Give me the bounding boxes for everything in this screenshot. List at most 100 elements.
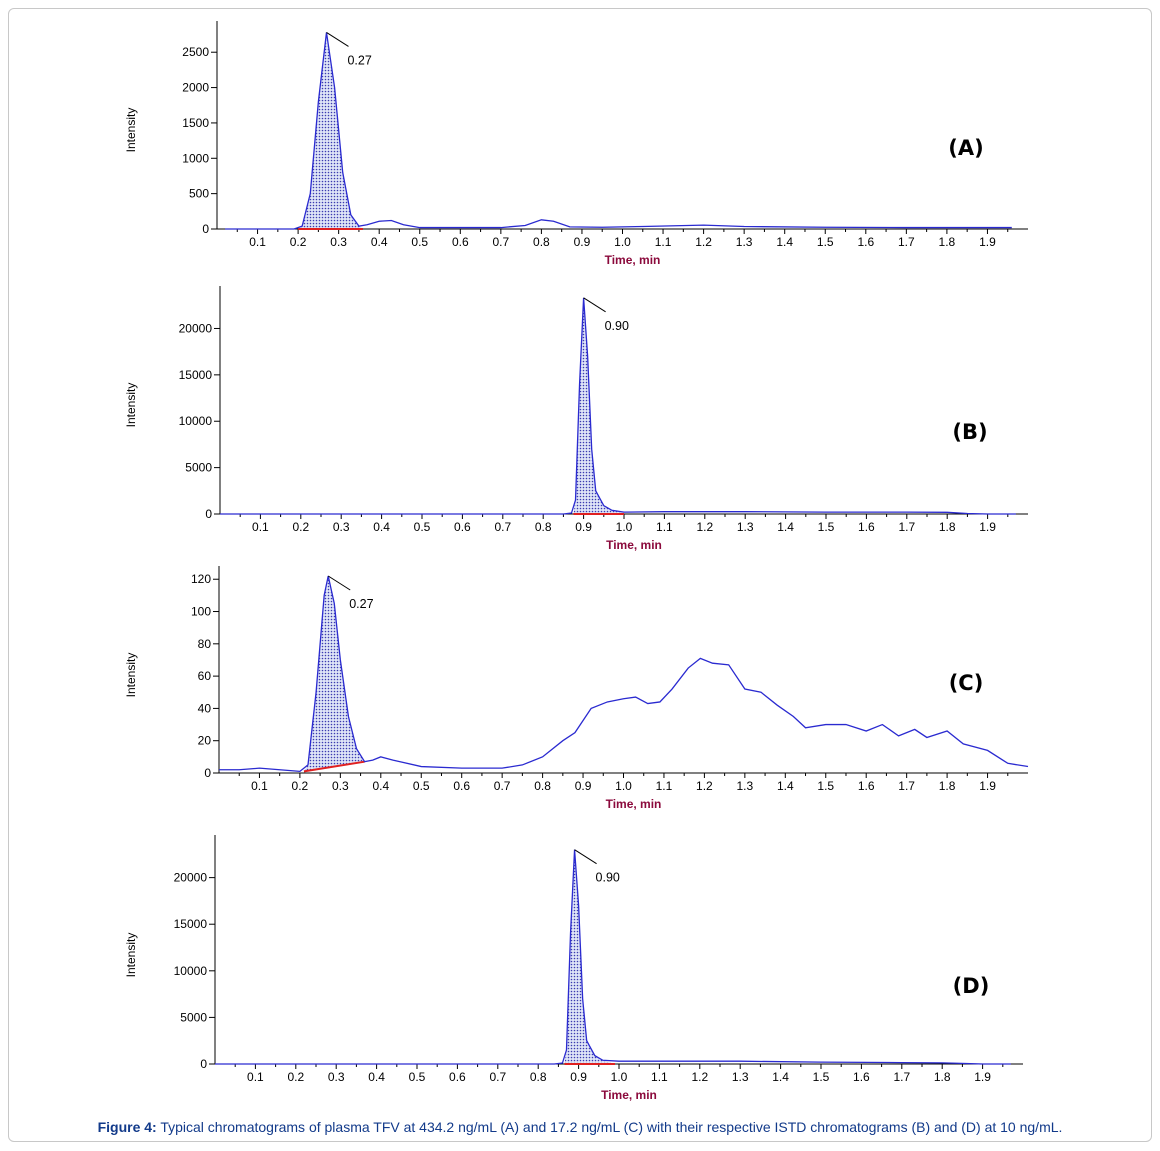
x-tick-label: 1.1	[651, 1070, 668, 1084]
x-tick-label: 1.2	[696, 520, 713, 534]
y-tick-label: 5000	[180, 1010, 207, 1024]
x-tick-label: 0.7	[493, 235, 510, 249]
y-tick-label: 60	[198, 669, 212, 683]
x-tick-label: 0.3	[330, 235, 347, 249]
x-tick-label: 1.0	[614, 235, 631, 249]
x-axis-label: Time, min	[606, 797, 662, 811]
x-tick-label: 1.9	[974, 1070, 991, 1084]
x-tick-label: 0.8	[534, 779, 551, 793]
y-tick-label: 100	[191, 605, 211, 619]
peak-label-leader	[327, 575, 351, 591]
y-tick-label: 0	[200, 1057, 207, 1071]
y-axis-label: Intensity	[124, 383, 138, 428]
y-tick-label: 40	[198, 701, 212, 715]
x-tick-label: 0.9	[574, 235, 591, 249]
panel-label: (A)	[948, 136, 983, 160]
x-tick-label: 1.2	[696, 779, 713, 793]
y-tick-label: 1500	[182, 116, 209, 130]
x-tick-label: 1.3	[737, 520, 754, 534]
x-tick-label: 0.9	[570, 1070, 587, 1084]
y-tick-label: 20000	[179, 321, 213, 335]
y-tick-label: 2500	[182, 45, 209, 59]
x-tick-label: 0.7	[494, 779, 511, 793]
x-tick-label: 0.6	[449, 1070, 466, 1084]
x-tick-label: 1.0	[611, 1070, 628, 1084]
y-tick-label: 20000	[174, 871, 208, 885]
integration-baseline	[303, 760, 365, 773]
x-tick-label: 1.7	[898, 235, 915, 249]
y-tick-label: 0	[202, 222, 209, 236]
figure-caption: Figure 4: Typical chromatograms of plasm…	[0, 1119, 1160, 1135]
x-tick-label: 1.3	[732, 1070, 749, 1084]
y-tick-label: 20	[198, 734, 212, 748]
y-tick-label: 15000	[179, 368, 213, 382]
x-tick-label: 0.5	[413, 779, 430, 793]
x-tick-label: 1.3	[737, 779, 754, 793]
x-tick-label: 0.4	[368, 1070, 385, 1084]
x-axis-label: Time, min	[601, 1088, 657, 1102]
peak-area	[573, 297, 624, 514]
peak-label: 0.27	[349, 597, 373, 611]
x-tick-label: 1.6	[858, 520, 875, 534]
x-tick-label: 1.2	[691, 1070, 708, 1084]
x-tick-label: 0.1	[249, 235, 266, 249]
x-tick-label: 0.3	[333, 520, 350, 534]
x-tick-label: 0.3	[328, 1070, 345, 1084]
x-tick-label: 1.9	[979, 520, 996, 534]
y-tick-label: 500	[189, 187, 209, 201]
y-axis-label: Intensity	[124, 933, 138, 978]
x-tick-label: 0.5	[411, 235, 428, 249]
peak-label: 0.27	[347, 53, 371, 67]
x-tick-label: 0.2	[287, 1070, 304, 1084]
chromatogram-trace	[215, 849, 1011, 1065]
x-tick-label: 0.6	[454, 520, 471, 534]
chromatogram-trace	[219, 575, 1029, 773]
y-tick-label: 15000	[174, 917, 208, 931]
x-tick-label: 0.4	[371, 235, 388, 249]
chromatogram-trace	[220, 297, 1016, 515]
x-tick-label: 0.6	[452, 235, 469, 249]
peak-label: 0.90	[605, 319, 629, 333]
x-tick-label: 1.5	[817, 235, 834, 249]
peak-label-leader	[583, 297, 606, 313]
y-tick-label: 10000	[174, 964, 208, 978]
x-tick-label: 0.2	[292, 779, 309, 793]
x-axis-label: Time, min	[606, 538, 662, 552]
x-tick-label: 1.1	[655, 235, 672, 249]
y-tick-label: 0	[205, 507, 212, 521]
x-tick-label: 1.6	[858, 779, 875, 793]
y-tick-label: 0	[204, 766, 211, 780]
caption-text: Typical chromatograms of plasma TFV at 4…	[156, 1119, 1063, 1135]
peak-label-leader	[574, 849, 597, 865]
y-tick-label: 120	[191, 572, 211, 586]
peak-label-leader	[326, 31, 349, 47]
figure-frame	[8, 8, 1152, 1142]
panel-label: (B)	[952, 420, 987, 444]
x-tick-label: 0.7	[489, 1070, 506, 1084]
x-tick-label: 1.6	[853, 1070, 870, 1084]
chart-panel-a: 0 500 1000 1500 2000 2500 0.1 0.2 0.3 0.4 0.5 0.6 0.…	[124, 21, 1028, 267]
x-tick-label: 1.8	[939, 235, 956, 249]
x-tick-label: 0.2	[292, 520, 309, 534]
x-tick-label: 0.9	[575, 520, 592, 534]
x-tick-label: 1.3	[736, 235, 753, 249]
x-tick-label: 0.4	[373, 520, 390, 534]
y-axis-label: Intensity	[124, 653, 138, 698]
y-tick-label: 5000	[185, 461, 212, 475]
x-tick-label: 1.2	[695, 235, 712, 249]
peak-area	[564, 849, 615, 1064]
x-tick-label: 1.0	[615, 779, 632, 793]
x-tick-label: 1.4	[776, 235, 793, 249]
x-tick-label: 1.4	[772, 1070, 789, 1084]
y-tick-label: 10000	[179, 414, 213, 428]
chart-panel-d: 0 5000 10000 15000 20000 0.1 0.2 0.3 0.4 0.5 0.6 0.…	[124, 835, 1023, 1102]
x-tick-label: 0.4	[372, 779, 389, 793]
x-tick-label: 0.8	[530, 1070, 547, 1084]
x-tick-label: 1.8	[934, 1070, 951, 1084]
x-tick-label: 1.1	[656, 520, 673, 534]
x-tick-label: 0.1	[251, 779, 268, 793]
chart-panel-c: 0 20 40 60 80 100 120 0.1 0.2 0.3 0.4 0.5 0.6 0.7 0.8 0…	[124, 566, 1029, 811]
x-tick-label: 1.9	[979, 779, 996, 793]
x-tick-label: 1.7	[898, 520, 915, 534]
chromatogram-trace	[225, 32, 1012, 230]
